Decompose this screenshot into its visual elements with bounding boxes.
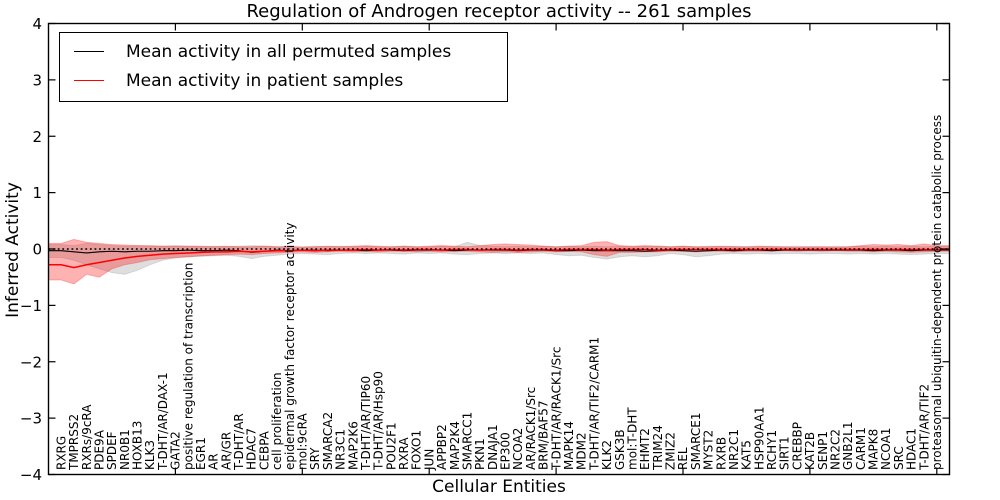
x-tick-label: NR3C1 bbox=[334, 429, 348, 470]
x-tick-label: CEBPA bbox=[257, 430, 271, 470]
x-tick-label: MAP2K4 bbox=[448, 421, 462, 470]
x-axis-label: Cellular Entities bbox=[432, 477, 566, 497]
x-tick-labels: RXRGTMPRSS2RXRs/9cRAPDE9ASPDEFNR0B1HOXB1… bbox=[54, 115, 944, 471]
y-axis-label: Inferred Activity bbox=[3, 182, 23, 318]
x-tick-label: RXRB bbox=[714, 437, 728, 470]
x-tick-label: KLK2 bbox=[600, 440, 614, 470]
x-tick-label: KAT2B bbox=[803, 432, 817, 470]
x-tick-label: AR/GR bbox=[219, 432, 233, 470]
x-tick-label: T-DHT/AR/TIP60 bbox=[359, 376, 373, 471]
x-tick-label: MAPK8 bbox=[867, 429, 881, 470]
x-tick-label: NR2C2 bbox=[829, 429, 843, 470]
x-tick-label: HDAC7 bbox=[245, 428, 259, 470]
permuted-line-swatch bbox=[74, 51, 104, 52]
x-tick-label: POU2F1 bbox=[384, 422, 398, 470]
x-tick-label: mol:9cRA bbox=[296, 413, 310, 470]
x-tick-label: AR bbox=[207, 453, 221, 470]
y-tick-label: 2 bbox=[32, 128, 42, 146]
x-tick-label: EHMT2 bbox=[638, 428, 652, 470]
x-tick-label: TMPRSS2 bbox=[67, 414, 81, 471]
x-ticks bbox=[174, 23, 938, 475]
x-tick-label: APPBP2 bbox=[435, 424, 449, 470]
x-tick-label: MYST2 bbox=[702, 430, 716, 470]
x-tick-label: KLK3 bbox=[143, 440, 157, 470]
x-tick-label: AR/RACK1/Src bbox=[524, 387, 538, 470]
x-tick-label: RXRs/9cRA bbox=[80, 404, 94, 470]
y-tick-label: 4 bbox=[32, 15, 42, 33]
x-tick-label: PKN1 bbox=[473, 438, 487, 470]
x-tick-label: T-DHT/AR/Hsp90 bbox=[372, 371, 386, 471]
x-tick-label: GSK3B bbox=[613, 429, 627, 470]
x-tick-label: SMARCA2 bbox=[321, 412, 335, 470]
x-tick-label: MAPK14 bbox=[562, 421, 576, 470]
x-tick-label: CARM1 bbox=[854, 427, 868, 470]
x-tick-label: RCHY1 bbox=[765, 430, 779, 470]
y-tick-label: 1 bbox=[32, 184, 42, 202]
x-tick-label: REL bbox=[676, 447, 690, 470]
x-tick-label: NCOA2 bbox=[511, 428, 525, 470]
x-tick-label: SPDEF bbox=[105, 431, 119, 470]
x-tick-label: HDAC1 bbox=[905, 428, 919, 470]
legend-item-patient: Mean activity in patient samples bbox=[60, 66, 507, 95]
x-tick-label: SMARCE1 bbox=[689, 412, 703, 470]
x-tick-label: CREBBP bbox=[790, 422, 804, 470]
x-tick-label: MDM2 bbox=[575, 432, 589, 470]
x-tick-label: BRM/BAF57 bbox=[537, 400, 551, 470]
x-tick-label: GATA2 bbox=[169, 431, 183, 470]
x-tick-label: NR0B1 bbox=[118, 429, 132, 470]
x-tick-label: RXRG bbox=[54, 436, 68, 470]
x-tick-label: T-DHT/AR/TIF2 bbox=[917, 384, 931, 471]
x-tick-label: KAT5 bbox=[740, 440, 754, 470]
legend: Mean activity in all permuted samples Me… bbox=[59, 32, 508, 102]
y-ticks: 4 3 2 1 0 −1 −2 −3 −4 bbox=[20, 15, 950, 484]
x-tick-label: TRIM24 bbox=[651, 425, 665, 471]
y-tick-label: −4 bbox=[20, 466, 42, 484]
x-tick-label: HOXB13 bbox=[131, 421, 145, 470]
x-tick-label: PDE9A bbox=[93, 429, 107, 470]
x-tick-label: T-DHT/AR/TIF2/CARM1 bbox=[587, 337, 601, 471]
x-tick-label: T-DHT/AR bbox=[232, 413, 246, 471]
x-tick-label: ZMIZ2 bbox=[664, 432, 678, 470]
y-tick-label: −3 bbox=[20, 410, 42, 428]
x-tick-label: mol:T-DHT bbox=[625, 407, 639, 470]
x-tick-label: NCOA1 bbox=[879, 428, 893, 470]
axes-frame bbox=[47, 22, 951, 476]
x-tick-label: FOXO1 bbox=[410, 430, 424, 470]
x-tick-label: T-DHT/AR/RACK1/Src bbox=[549, 347, 563, 471]
x-tick-label: DNAJA1 bbox=[486, 424, 500, 470]
y-tick-label: 3 bbox=[32, 71, 42, 89]
y-tick-label: −2 bbox=[20, 353, 42, 371]
x-tick-label: cell proliferation bbox=[270, 372, 284, 470]
x-tick-label: SRC bbox=[892, 446, 906, 470]
x-tick-label: SIRT1 bbox=[778, 436, 792, 470]
x-tick-label: GNB2L1 bbox=[841, 422, 855, 470]
x-tick-label: SENP1 bbox=[816, 431, 830, 470]
x-tick-label: SRY bbox=[308, 447, 322, 470]
x-tick-label: epidermal growth factor receptor activit… bbox=[283, 223, 297, 470]
legend-label-patient: Mean activity in patient samples bbox=[126, 70, 404, 91]
x-tick-label: SMARCC1 bbox=[461, 412, 475, 470]
chart-title: Regulation of Androgen receptor activity… bbox=[246, 1, 752, 22]
x-tick-label: RXRA bbox=[397, 437, 411, 470]
x-tick-label: HSP90AA1 bbox=[752, 406, 766, 470]
patient-line-swatch bbox=[74, 80, 104, 81]
y-tick-label: −1 bbox=[20, 297, 42, 315]
x-tick-label: positive regulation of transcription bbox=[181, 263, 195, 470]
x-tick-label: JUN bbox=[422, 449, 436, 471]
y-tick-label: 0 bbox=[32, 241, 42, 259]
legend-label-permuted: Mean activity in all permuted samples bbox=[126, 41, 452, 62]
x-tick-label: proteasomal ubiquitin-dependent protein … bbox=[930, 115, 944, 470]
x-tick-label: MAP2K6 bbox=[346, 421, 360, 470]
legend-item-permuted: Mean activity in all permuted samples bbox=[60, 37, 507, 66]
x-tick-label: EP300 bbox=[499, 432, 513, 470]
x-tick-label: NR2C1 bbox=[727, 429, 741, 470]
x-tick-label: EGR1 bbox=[194, 437, 208, 470]
x-tick-label: T-DHT/AR/DAX-1 bbox=[156, 372, 170, 471]
